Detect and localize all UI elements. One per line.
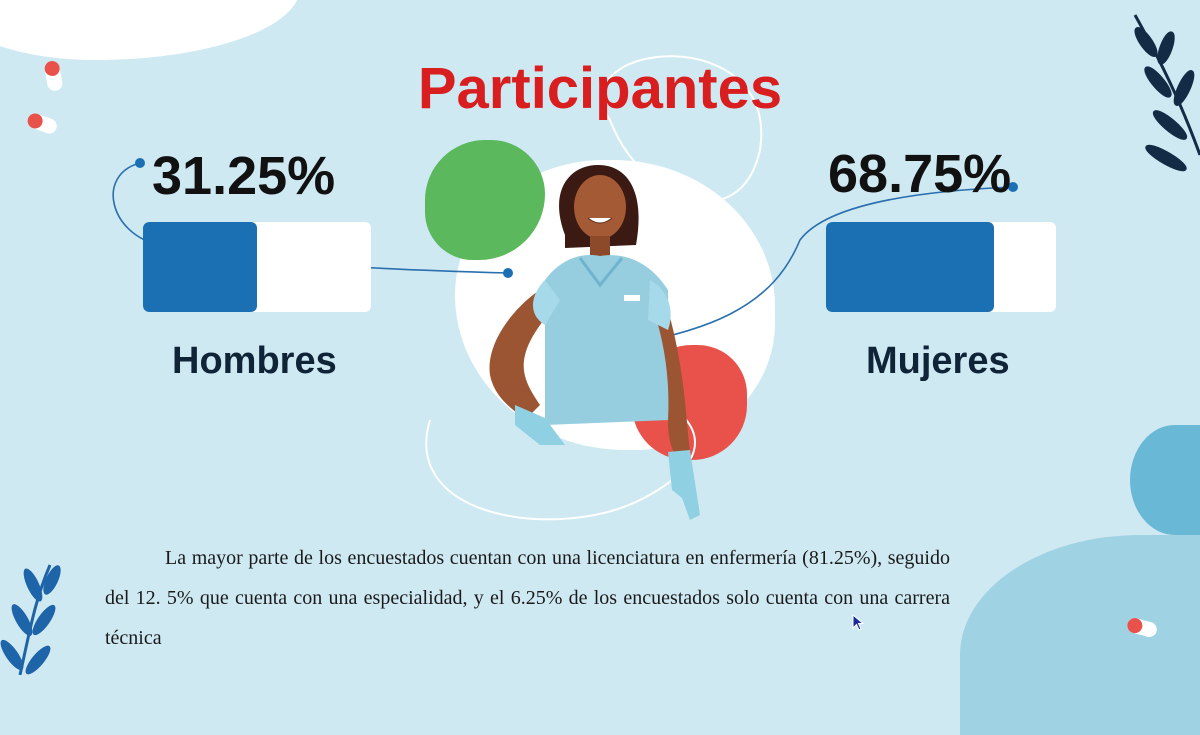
women-progress-bar (826, 222, 1056, 312)
connector-dot (135, 158, 145, 168)
connector-line-women (554, 186, 1014, 354)
leaf-branch-icon (0, 564, 61, 675)
pill-icon (27, 113, 57, 134)
women-progress-fill (826, 222, 994, 312)
women-label: Mujeres (866, 340, 1010, 382)
women-percentage: 68.75% (828, 144, 1012, 204)
outline-loop-top (601, 55, 763, 203)
cursor-icon (852, 614, 865, 631)
pill-icon (1127, 618, 1157, 637)
nurse-illustration (489, 165, 700, 520)
men-label: Hombres (172, 340, 337, 382)
connector-dot (503, 268, 513, 278)
connector-dot (1008, 182, 1018, 192)
men-progress-fill (143, 222, 257, 312)
pill-icon (44, 61, 63, 91)
green-blob-shape (425, 140, 545, 260)
background-blob-right (1130, 425, 1200, 535)
men-progress-bar (143, 222, 371, 312)
summary-paragraph: La mayor parte de los encuestados cuenta… (105, 547, 950, 649)
men-percentage: 31.25% (152, 146, 336, 206)
slide-title: Participantes (417, 56, 783, 121)
outline-loop-bottom (425, 399, 696, 521)
leaf-branch-icon (1133, 14, 1200, 172)
decorative-overlay (0, 14, 1200, 675)
